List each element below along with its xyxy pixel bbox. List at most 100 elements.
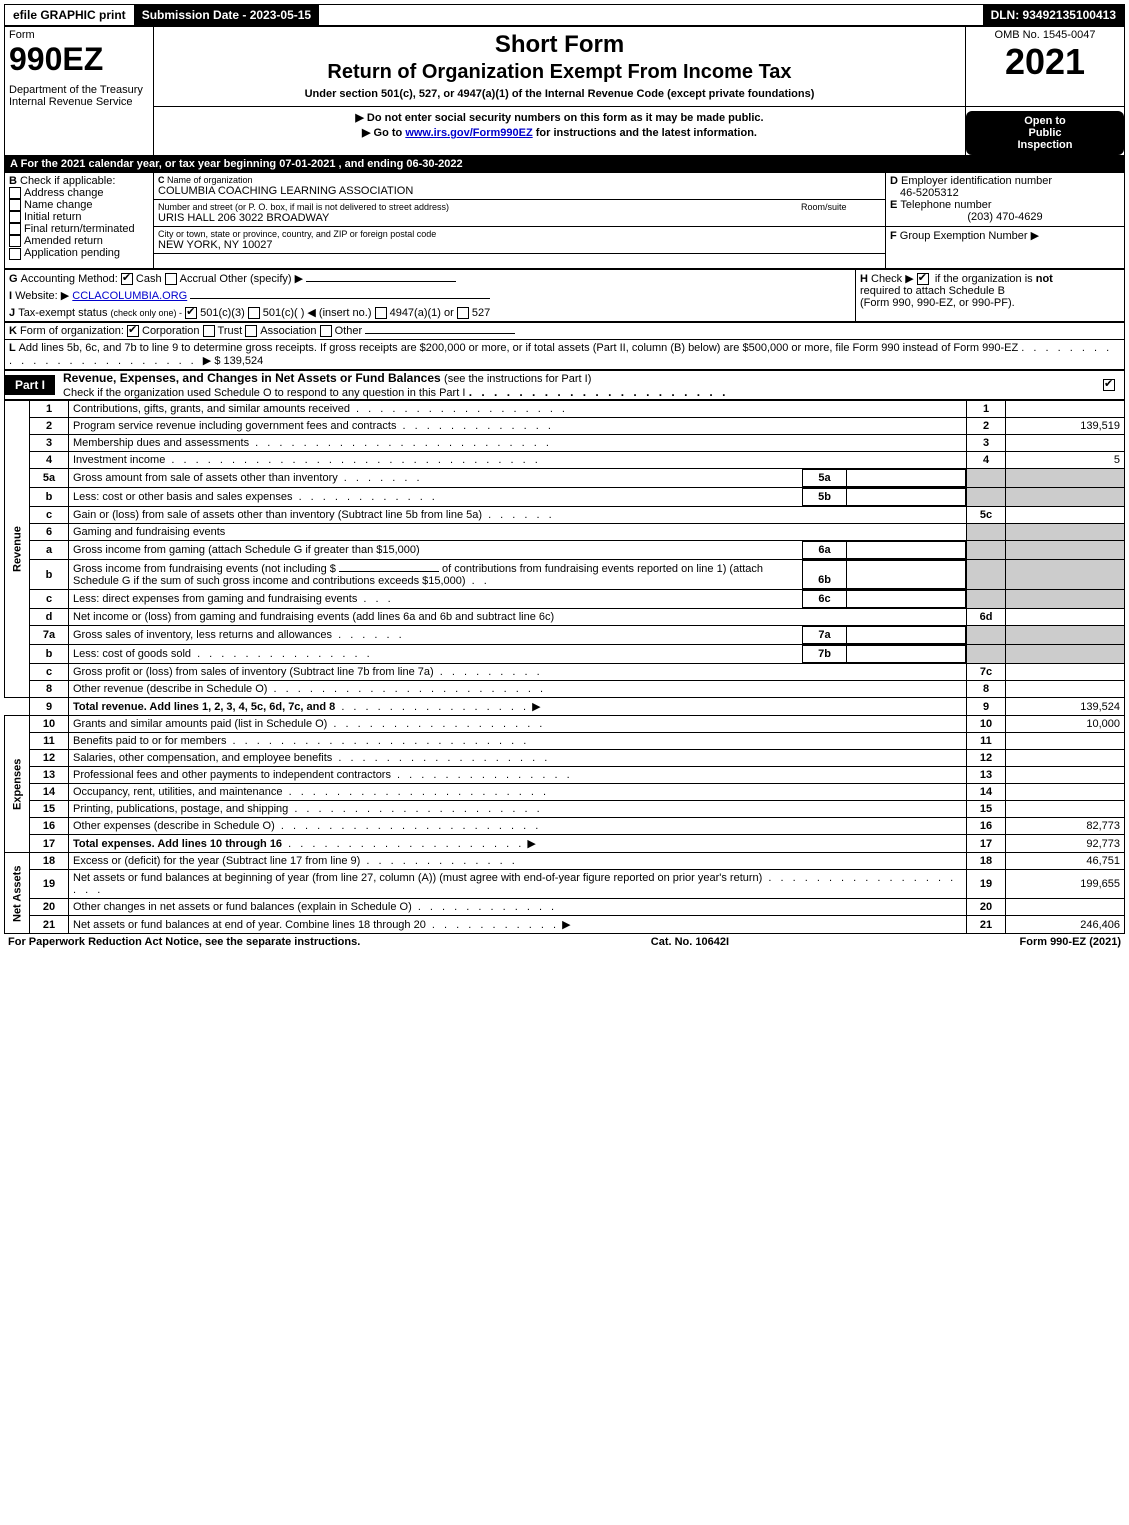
l5a-subval [847, 470, 966, 487]
chk-527[interactable] [457, 307, 469, 319]
l6c-sub: 6c [803, 591, 847, 608]
website-link[interactable]: CCLACOLUMBIA.ORG [72, 290, 187, 302]
DE-cell: D Employer identification number 46-5205… [886, 173, 1125, 227]
chk-initial[interactable] [9, 211, 21, 223]
l6-no: 6 [30, 524, 69, 541]
l20-num: 20 [967, 899, 1006, 916]
chk-other[interactable] [320, 325, 332, 337]
l7b-sub: 7b [803, 646, 847, 663]
chk-501c[interactable] [248, 307, 260, 319]
spacer-row [154, 254, 886, 269]
K-opt2: Trust [218, 325, 243, 337]
dln: DLN: 93492135100413 [983, 5, 1124, 25]
B-opt3: Initial return [24, 211, 81, 223]
K-opt1: Corporation [142, 325, 199, 337]
l6a-shade2 [1006, 541, 1125, 560]
submission-date: Submission Date - 2023-05-15 [134, 5, 319, 25]
lines-table: Revenue 1 Contributions, gifts, grants, … [4, 400, 1125, 934]
l20-no: 20 [30, 899, 69, 916]
l6b-sub: 6b [803, 561, 847, 589]
l6d-num: 6d [967, 609, 1006, 626]
G-cash: Cash [136, 273, 162, 285]
J-label: Tax-exempt status [18, 307, 107, 319]
l6b-shade2 [1006, 560, 1125, 590]
chk-final[interactable] [9, 223, 21, 235]
footer-left: For Paperwork Reduction Act Notice, see … [8, 936, 360, 948]
l7a-shade2 [1006, 626, 1125, 645]
GH-table: G Accounting Method: Cash Accrual Other … [4, 269, 1125, 322]
J-opt2: 501(c)( ) ◀ (insert no.) [263, 307, 372, 319]
l21-text: Net assets or fund balances at end of ye… [69, 916, 967, 934]
chk-H[interactable] [917, 273, 929, 285]
street-label: Number and street (or P. O. box, if mail… [158, 202, 793, 212]
l11-num: 11 [967, 733, 1006, 750]
l7a-sub: 7a [803, 627, 847, 644]
dept-label: Department of the Treasury [9, 84, 149, 96]
l6a-subval [847, 542, 966, 559]
chk-pending[interactable] [9, 248, 21, 260]
l13-no: 13 [30, 767, 69, 784]
l20-text: Other changes in net assets or fund bala… [69, 899, 967, 916]
l6a-shade1 [967, 541, 1006, 560]
l9-val: 139,524 [1006, 698, 1125, 716]
chk-amended[interactable] [9, 235, 21, 247]
F-label: Group Exemption Number [900, 230, 1028, 242]
l6c-subval [847, 591, 966, 608]
instr2-post: for instructions and the latest informat… [533, 127, 757, 139]
chk-cash[interactable] [121, 273, 133, 285]
G-label: Accounting Method: [21, 273, 118, 285]
l18-val: 46,751 [1006, 853, 1125, 870]
part1-header: Part I Revenue, Expenses, and Changes in… [4, 370, 1125, 400]
city-label: City or town, state or province, country… [158, 229, 881, 239]
l7c-text: Gross profit or (loss) from sales of inv… [69, 664, 967, 681]
chk-address[interactable] [9, 187, 21, 199]
street: URIS HALL 206 3022 BROADWAY [158, 212, 793, 224]
l7b-no: b [30, 645, 69, 664]
irs-label: Internal Revenue Service [9, 96, 149, 108]
city: NEW YORK, NY 10027 [158, 239, 881, 251]
header-center-cell: Short Form Return of Organization Exempt… [154, 27, 966, 107]
omb-cell: OMB No. 1545-0047 2021 [966, 27, 1125, 107]
tax-year: 2021 [970, 41, 1120, 83]
l5c-text: Gain or (loss) from sale of assets other… [69, 507, 967, 524]
l21-no: 21 [30, 916, 69, 934]
l6-shade1 [967, 524, 1006, 541]
l18-num: 18 [967, 853, 1006, 870]
l11-val [1006, 733, 1125, 750]
chk-501c3[interactable] [185, 307, 197, 319]
l17-no: 17 [30, 835, 69, 853]
l7b-text: Less: cost of goods sold . . . . . . . .… [69, 645, 967, 664]
chk-accrual[interactable] [165, 273, 177, 285]
l18-no: 18 [30, 853, 69, 870]
l5c-no: c [30, 507, 69, 524]
J-opt4: 527 [472, 307, 490, 319]
H-pre: Check ▶ [871, 273, 917, 285]
chk-name[interactable] [9, 199, 21, 211]
chk-corp[interactable] [127, 325, 139, 337]
l13-val [1006, 767, 1125, 784]
l9-text: Total revenue. Add lines 1, 2, 3, 4, 5c,… [69, 698, 967, 716]
l20-val [1006, 899, 1125, 916]
instr2: ▶ Go to www.irs.gov/Form990EZ for instru… [158, 126, 961, 139]
H-not: not [1036, 273, 1053, 285]
l14-no: 14 [30, 784, 69, 801]
l6a-sub: 6a [803, 542, 847, 559]
part1-note: (see the instructions for Part I) [444, 373, 591, 385]
header-instructions: ▶ Do not enter social security numbers o… [154, 107, 966, 156]
irs-link[interactable]: www.irs.gov/Form990EZ [405, 127, 532, 139]
l21-num: 21 [967, 916, 1006, 934]
chk-assoc[interactable] [245, 325, 257, 337]
chk-4947[interactable] [375, 307, 387, 319]
l7b-shade2 [1006, 645, 1125, 664]
H-cell: H Check ▶ if the organization is not req… [856, 270, 1125, 322]
chk-part1-scho[interactable] [1103, 379, 1115, 391]
l4-text: Investment income . . . . . . . . . . . … [69, 452, 967, 469]
J-opt3: 4947(a)(1) or [390, 307, 454, 319]
chk-trust[interactable] [203, 325, 215, 337]
l6-shade2 [1006, 524, 1125, 541]
l5a-no: 5a [30, 469, 69, 488]
footer-right: Form 990-EZ (2021) [1020, 936, 1122, 948]
rev-vert-end [5, 698, 30, 716]
l19-num: 19 [967, 870, 1006, 899]
l9-num: 9 [967, 698, 1006, 716]
